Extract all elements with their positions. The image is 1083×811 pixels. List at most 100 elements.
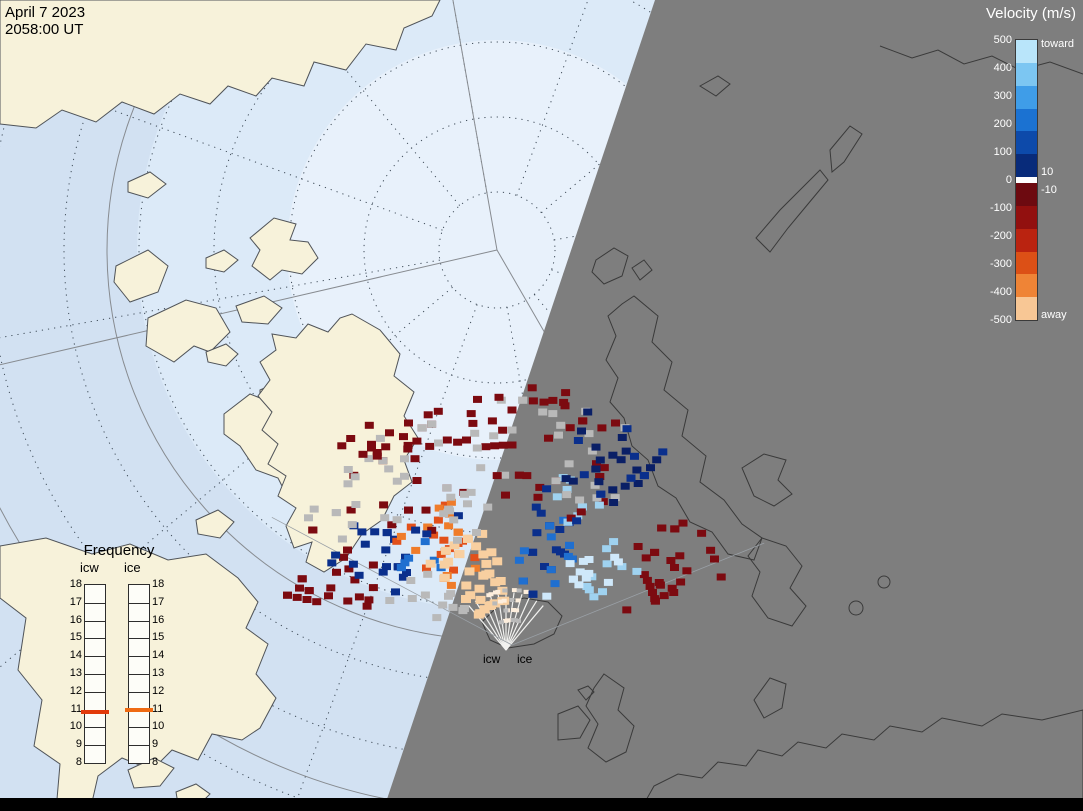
radar-velocity-cell — [564, 460, 574, 468]
frequency-tick-label: 11 — [70, 702, 82, 715]
radar-velocity-cell — [498, 620, 504, 625]
radar-velocity-cell — [400, 455, 409, 463]
radar-velocity-cell — [590, 481, 600, 489]
radar-velocity-cell — [494, 393, 504, 401]
radar-velocity-cell — [425, 559, 436, 568]
radar-velocity-cell — [598, 588, 607, 596]
radar-velocity-cell — [454, 550, 465, 559]
radar-velocity-cell — [611, 419, 620, 427]
radar-velocity-cell — [591, 465, 601, 473]
frequency-tick-label: 9 — [152, 738, 159, 751]
radar-velocity-cell — [617, 563, 627, 571]
radar-velocity-cell — [283, 591, 292, 599]
solid-meridian-line — [0, 249, 498, 366]
radar-velocity-cell — [545, 522, 555, 530]
radar-velocity-cell — [324, 592, 333, 600]
velocity-tick-label: 500 — [993, 34, 1012, 46]
radar-velocity-cell — [343, 546, 352, 554]
radar-velocity-cell — [563, 552, 573, 560]
radar-velocity-cell — [441, 546, 451, 555]
radar-velocity-cell — [650, 548, 660, 556]
radar-fov-edge-line — [511, 542, 765, 646]
radar-velocity-cell — [542, 592, 552, 600]
radar-velocity-cell — [381, 546, 391, 554]
radar-velocity-cell — [372, 452, 382, 460]
frequency-tick-label: 18 — [69, 578, 82, 590]
graticule-latitude-circle — [438, 191, 556, 309]
velocity-legend: Velocity (m/s) 500 400 300 200 100 0 -100 -200 -… — [955, 0, 1083, 345]
radar-velocity-cell — [444, 522, 454, 530]
frequency-ladder-rung — [129, 727, 149, 729]
frequency-ladder-rung — [129, 674, 149, 675]
radar-velocity-cell — [372, 449, 382, 456]
radar-velocity-cell — [304, 514, 313, 522]
radar-velocity-cell — [331, 551, 341, 559]
radar-velocity-cell — [568, 575, 578, 583]
radar-velocity-cell — [602, 560, 612, 568]
radar-velocity-cell — [343, 480, 353, 488]
radar-velocity-cell — [368, 561, 378, 569]
radar-velocity-cell — [595, 456, 605, 464]
radar-velocity-cell — [583, 408, 593, 416]
radar-velocity-cell — [484, 569, 495, 578]
velocity-tick-label: -100 — [989, 202, 1012, 214]
radar-velocity-cell — [538, 408, 548, 416]
radar-velocity-cell — [507, 426, 517, 434]
radar-velocity-cell — [498, 426, 508, 434]
velocity-tick-label: -400 — [989, 286, 1012, 298]
frequency-tick-label: 16 — [69, 613, 82, 626]
radar-velocity-cell — [337, 442, 347, 450]
radar-velocity-cell — [410, 455, 420, 463]
radar-velocity-cell — [652, 456, 662, 464]
radar-velocity-cell — [446, 581, 456, 589]
frequency-ladder-rung — [85, 691, 105, 693]
radar-velocity-cell — [584, 556, 594, 563]
radar-velocity-cell — [575, 496, 585, 504]
radar-velocity-cell — [492, 601, 498, 606]
radar-velocity-cell — [396, 564, 406, 572]
radar-velocity-cell — [546, 566, 556, 574]
radar-velocity-cell — [332, 568, 341, 576]
radar-velocity-cell — [561, 389, 571, 397]
radar-velocity-cell — [402, 569, 411, 576]
radar-velocity-cell — [387, 521, 397, 529]
radar-velocity-cell — [421, 506, 431, 514]
frequency-ladder-rung — [129, 638, 149, 640]
velocity-colorbar-segment-away — [1016, 251, 1037, 275]
radar-velocity-cell — [515, 598, 521, 603]
radar-site-label-ice: ice — [517, 652, 533, 666]
radar-velocity-cell — [610, 553, 620, 561]
radar-velocity-cell — [384, 465, 394, 473]
radar-velocity-cell — [599, 464, 609, 472]
radar-velocity-cell — [483, 503, 493, 511]
radar-velocity-cell — [453, 438, 463, 446]
radar-velocity-cell — [678, 519, 688, 527]
radar-velocity-cell — [579, 471, 589, 479]
radar-velocity-cell — [364, 421, 374, 429]
radar-velocity-cell — [633, 480, 643, 487]
radar-velocity-cell — [596, 490, 606, 498]
radar-velocity-cell — [589, 593, 599, 601]
solid-meridian-line — [452, 0, 498, 251]
radar-velocity-cell — [337, 535, 347, 543]
frequency-tick-label: 8 — [152, 756, 159, 768]
radar-velocity-cell — [331, 509, 341, 517]
radar-velocity-cell — [548, 396, 558, 404]
radar-velocity-cell — [472, 444, 482, 452]
radar-velocity-cell — [425, 442, 435, 450]
radar-velocity-cell — [535, 483, 545, 491]
radar-velocity-cell — [548, 410, 558, 418]
frequency-tick-label: 17 — [152, 595, 165, 608]
radar-velocity-cell — [577, 503, 587, 511]
radar-velocity-cell — [427, 526, 437, 534]
radar-velocity-cell — [442, 436, 452, 444]
radar-fov-edge-line — [271, 516, 513, 646]
velocity-colorbar-segment-toward — [1016, 85, 1037, 109]
radar-velocity-cell — [453, 512, 463, 520]
radar-velocity-cell — [533, 493, 543, 501]
radar-velocity-cell — [546, 533, 556, 541]
radar-velocity-cell — [449, 566, 458, 574]
radar-velocity-cell — [439, 510, 449, 518]
radar-velocity-cell — [490, 442, 500, 450]
